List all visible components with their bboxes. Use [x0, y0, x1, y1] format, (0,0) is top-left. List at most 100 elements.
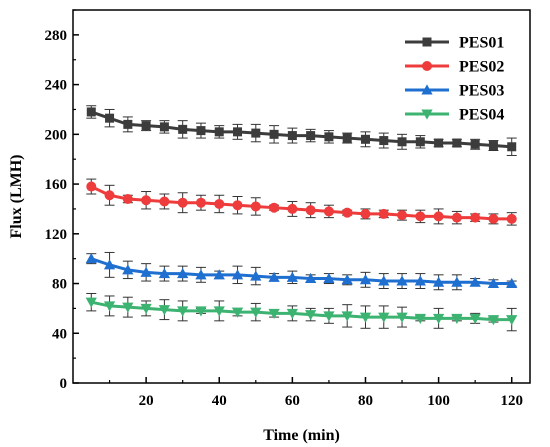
pes03-line: [90, 257, 512, 286]
pes01-point: [287, 131, 297, 141]
pes04-point: [103, 301, 116, 312]
pes04-point: [323, 311, 335, 322]
pes04-point: [396, 312, 408, 323]
pes02-point: [159, 196, 170, 207]
pes04-point: [305, 310, 317, 321]
pes02-point: [451, 212, 462, 223]
pes02-point: [488, 213, 499, 224]
pes02-point: [433, 211, 444, 222]
pes01-point: [360, 134, 370, 144]
pes04-point: [378, 312, 390, 323]
series-pes03: [85, 251, 518, 291]
pes02-point: [104, 190, 115, 201]
pes01-point: [269, 129, 279, 139]
x-axis-title: Time (min): [263, 427, 340, 444]
pes04-point: [231, 307, 244, 318]
y-tick-label: 200: [45, 127, 68, 143]
pes03-point: [506, 277, 518, 289]
pes01-point: [196, 126, 206, 136]
pes01-point: [105, 113, 115, 123]
pes02-point: [177, 197, 188, 208]
pes04-point: [122, 302, 134, 313]
pes03-point: [195, 269, 207, 280]
pes03-point: [250, 270, 262, 281]
pes01-point: [342, 133, 352, 143]
pes02-point: [287, 203, 298, 214]
pes04-point: [414, 313, 426, 324]
x-tick-label: 100: [427, 393, 450, 409]
x-tick-label: 40: [212, 393, 227, 409]
pes01-point: [470, 139, 480, 149]
pes02-point: [415, 211, 426, 222]
pes03-point: [396, 275, 408, 286]
plot-frame: [72, 9, 531, 384]
pes02-point: [250, 201, 261, 212]
pes04-point: [213, 306, 225, 317]
pes04-point: [341, 311, 353, 322]
y-tick-label: 160: [45, 177, 68, 193]
pes02-point: [122, 193, 133, 204]
pes01-point: [324, 132, 334, 142]
legend-swatch-marker: [422, 37, 432, 47]
legend-item-pes04: PES04: [405, 107, 504, 124]
legend-swatch-marker: [422, 61, 432, 71]
pes03-point: [469, 276, 481, 287]
pes03-point: [213, 269, 225, 280]
pes04-line: [90, 300, 512, 322]
legend-item-pes01: PES01: [405, 35, 504, 52]
pes01-point: [488, 141, 498, 151]
y-tick-label: 120: [45, 227, 68, 243]
pes02-point: [378, 208, 389, 219]
legend-item-pes02: PES02: [405, 59, 504, 76]
pes02-point: [397, 210, 408, 221]
pes03-point: [158, 267, 171, 279]
pes01-point: [141, 121, 151, 131]
pes03-point: [451, 276, 463, 287]
pes04-point: [286, 308, 298, 319]
pes01-point: [397, 137, 407, 147]
pes02-point: [232, 200, 243, 211]
pes03-point: [323, 272, 335, 284]
ticks-layer: 20 40 60 80 100 120 0 40 80 120 160 200 240 280: [45, 9, 523, 409]
pes02-point: [323, 206, 334, 217]
pes02-point: [195, 197, 206, 208]
pes02-point: [141, 195, 152, 206]
pes02-point: [305, 205, 316, 216]
pes02-point: [360, 208, 371, 219]
pes04-point: [85, 297, 97, 308]
pes03-point: [103, 259, 116, 270]
pes02-point: [342, 207, 353, 218]
y-tick-label: 80: [52, 277, 67, 293]
pes01-point: [507, 142, 517, 152]
pes03-point: [341, 274, 353, 285]
pes03-point: [140, 266, 152, 277]
pes03-point: [432, 276, 445, 287]
pes01-point: [452, 138, 462, 148]
pes02-point: [506, 213, 517, 224]
y-axis-title: Flux (LMH): [8, 155, 25, 239]
pes01-point: [251, 128, 261, 138]
pes02-point: [470, 212, 481, 223]
series-pes01: [86, 105, 517, 156]
pes04-point: [158, 305, 171, 316]
pes03-point: [305, 272, 317, 284]
y-tick-label: 40: [52, 326, 67, 342]
y-tick-label: 280: [45, 28, 68, 44]
pes04-point: [195, 306, 207, 317]
pes02-point: [86, 181, 97, 192]
legend-label-pes02: PES02: [459, 59, 504, 76]
pes02-line: [90, 185, 512, 221]
series-pes04: [85, 292, 518, 332]
pes01-point: [306, 131, 316, 141]
y-tick-label: 0: [60, 376, 68, 392]
pes03-point: [359, 274, 372, 285]
pes01-point: [379, 136, 389, 146]
series-layer: [85, 105, 518, 332]
pes04-point: [469, 313, 481, 324]
x-tick-label: 120: [500, 393, 523, 409]
legend-label-pes03: PES03: [459, 83, 504, 100]
y-tick-label: 240: [45, 78, 68, 94]
series-pes02: [86, 178, 517, 226]
legend-swatch-marker: [421, 109, 433, 120]
